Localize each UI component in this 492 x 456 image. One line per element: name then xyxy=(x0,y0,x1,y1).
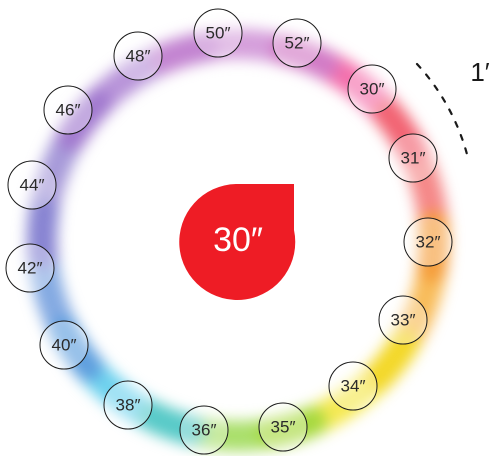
size-bubble-circle xyxy=(388,133,438,183)
size-bubble-circle xyxy=(378,295,428,345)
size-bubble-circle xyxy=(113,31,163,81)
one-foot-arc: 1′ xyxy=(415,57,490,160)
ring-segment xyxy=(149,29,339,79)
size-bubble: 52″ xyxy=(272,18,322,68)
size-bubble: 30″ xyxy=(347,64,397,114)
size-bubble-label: 30″ xyxy=(360,80,385,99)
size-bubble: 32″ xyxy=(403,217,453,267)
size-bubble-label: 44″ xyxy=(20,176,45,195)
size-bubble: 40″ xyxy=(39,320,89,370)
size-bubble-label: 50″ xyxy=(206,24,231,43)
size-bubble: 34″ xyxy=(328,361,378,411)
size-bubble-circle xyxy=(43,85,93,135)
size-bubble-label: 42″ xyxy=(18,259,43,278)
size-bubble-label: 36″ xyxy=(192,421,217,440)
size-bubble: 33″ xyxy=(378,295,428,345)
size-bubble-circle xyxy=(193,8,243,58)
center-drop-shape xyxy=(179,184,296,300)
size-bubble-label: 32″ xyxy=(416,233,441,252)
size-bubble-circle xyxy=(272,18,322,68)
size-bubble-label: 38″ xyxy=(116,396,141,415)
center-value: 30″ xyxy=(213,221,263,259)
size-bubble: 36″ xyxy=(179,405,229,455)
size-bubble-circle xyxy=(403,217,453,267)
size-bubble-circle xyxy=(7,160,57,210)
size-bubble: 42″ xyxy=(5,243,55,293)
size-bubble-circle xyxy=(179,405,229,455)
size-bubble: 48″ xyxy=(113,31,163,81)
size-bubble-label: 48″ xyxy=(126,47,151,66)
size-bubble-circle xyxy=(258,402,308,452)
size-bubble-circle xyxy=(103,380,153,430)
size-bubble: 31″ xyxy=(388,133,438,183)
arc-dashed-line xyxy=(415,62,470,160)
size-bubble-label: 40″ xyxy=(52,336,77,355)
size-bubble: 35″ xyxy=(258,402,308,452)
size-bubble-label: 31″ xyxy=(401,149,426,168)
size-bubble: 50″ xyxy=(193,8,243,58)
size-bubbles: 50″ 52″ 30″ 31″ 32″ 33″ 34″ 35″ 36″ 38″ 40″ 42″ 44″ 4… xyxy=(5,8,453,455)
size-bubble-label: 52″ xyxy=(285,34,310,53)
size-bubble-label: 33″ xyxy=(391,311,416,330)
size-bubble-circle xyxy=(39,320,89,370)
size-bubble-label: 34″ xyxy=(341,377,366,396)
size-bubble: 46″ xyxy=(43,85,93,135)
size-bubble-circle xyxy=(328,361,378,411)
size-bubble-circle xyxy=(5,243,55,293)
center-marker: 30″ xyxy=(179,184,296,300)
size-bubble-label: 46″ xyxy=(56,101,81,120)
size-bubble-label: 35″ xyxy=(271,418,296,437)
arc-label: 1′ xyxy=(470,57,489,87)
size-bubble-circle xyxy=(347,64,397,114)
size-bubble: 38″ xyxy=(103,380,153,430)
size-bubble: 44″ xyxy=(7,160,57,210)
